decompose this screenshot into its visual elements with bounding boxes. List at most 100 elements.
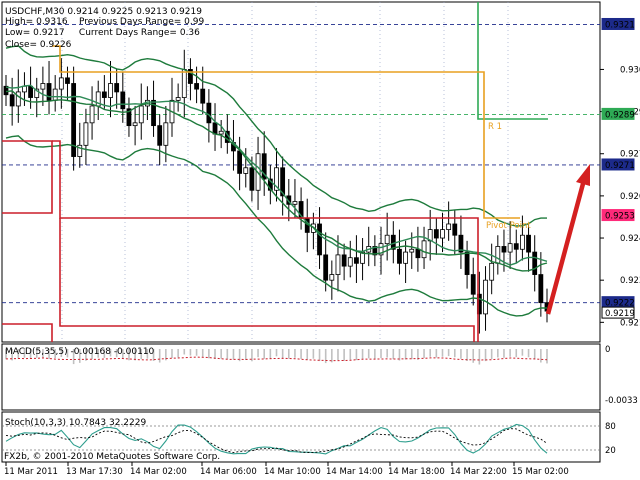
stoch-panel-frame [1,411,601,463]
candle-bear [151,99,156,127]
copyright-text: FX2b, © 2001-2010 MetaQuotes Software Co… [4,452,220,462]
candle-bull [108,83,113,98]
macd-y-tick: -0.0033 [605,396,638,406]
price-tag-red [601,209,635,222]
y-tick-label: 0.9275 [620,150,640,160]
candle-bear [120,91,126,110]
candle-bull [181,69,187,98]
y-tick-label: 0.9260 [620,192,640,202]
candle-bear [3,85,9,96]
candle-bull [483,279,488,315]
bollinger-lower-line [5,135,547,317]
candle-bear [65,77,70,84]
bollinger-upper-line [5,45,547,227]
red-level-support [59,218,475,342]
candle-bull [495,246,501,264]
stochastic-panel: 80 20 [1,411,616,463]
price-tag-label: 0.9289 [605,110,635,120]
candle-bull [409,248,415,253]
candle-bull [138,105,144,124]
red-arrow-shaft [545,179,587,315]
info-line-low: Low= 0.9217 Current Days Range= 0.36 [5,28,200,38]
candle-bull [52,88,58,101]
red-level-left-low [2,323,53,342]
x-tick-label: 14 Mar 14:00 [326,467,383,477]
x-tick-label: 14 Mar 02:00 [130,467,187,477]
info-line-close: Close= 0.9226 [5,40,72,50]
candle-bear [501,246,507,253]
price-tag-label: 0.9219 [605,309,635,319]
price-panel-frame [1,1,601,343]
candle-bear [323,254,329,281]
candle-bear [464,251,470,275]
candle-bull [446,223,452,231]
candle-bull [520,234,525,250]
price-tag-label: 0.9222 [605,299,635,309]
price-tag-label: 0.9271 [605,161,635,171]
moving-average-line [5,84,548,266]
candle-bull [83,122,89,146]
candle-bull [440,229,445,239]
candle-bear [397,248,402,264]
candle-bull [34,88,40,98]
candle-bear [372,246,378,256]
candle-bull [22,85,27,93]
candle-bear [470,274,476,295]
macd-panel: 0 -0.0033 [1,343,638,411]
price-panel: 0.93050.92900.92750.92600.92450.92300.92… [1,1,640,343]
candle-bull [77,144,83,157]
red-level-left [2,140,53,214]
stoch-y-tick: 20 [605,446,616,456]
red-arrow-head [576,164,590,186]
x-tick-label: 14 Mar 22:00 [450,467,507,477]
macd-title: MACD(5,35,5) -0.00168 -0.00110 [5,347,155,357]
price-tag-blue [601,158,635,171]
candle-bull [58,77,64,90]
price-tag-label: 0.9253 [605,212,635,222]
price-tag-blue [601,17,635,30]
pivot-level-line [52,45,520,219]
candle-bear [212,122,218,135]
candle-bear [286,195,292,205]
candle-bear [267,178,273,191]
candle-bull [163,122,169,146]
chart-title: USDCHF,M30 0.9214 0.9225 0.9213 0.9219 [5,7,202,17]
candle-bear [101,91,107,98]
x-tick-label: 14 Mar 18:00 [388,467,445,477]
candle-bear [538,274,544,304]
candle-bull [15,91,21,107]
candle-bear [532,251,538,275]
candle-bull [489,262,495,281]
candle-bull [89,105,95,124]
x-tick-label: 15 Mar 02:00 [512,467,569,477]
candle-bear [200,88,206,104]
candle-bear [194,83,199,90]
candle-bear [188,69,193,84]
candle-bear [126,108,132,127]
price-tag-green [601,107,635,120]
candle-bull [421,240,427,259]
candle-bear [28,85,33,98]
macd-panel-frame [1,343,601,411]
candle-bull [175,97,181,101]
candle-bull [132,122,138,127]
candle-bear [46,83,52,101]
candle-bull [378,243,384,256]
stoch-main-line [5,423,548,455]
candle-bear [526,234,531,253]
candle-bull [384,234,390,245]
candle-bear [415,248,421,259]
candle-bull [335,254,341,275]
candle-bull [403,251,409,264]
candle-bear [71,83,77,157]
candle-bull [329,274,335,281]
candle-bull [274,167,279,191]
candle-bear [317,223,322,256]
r1-level-line [477,2,548,120]
candle-bear [114,83,120,93]
candle-bear [433,229,439,239]
x-tick-label: 14 Mar 10:00 [264,467,321,477]
candle-bull [507,243,513,253]
y-tick-label: 0.9215 [620,318,640,328]
